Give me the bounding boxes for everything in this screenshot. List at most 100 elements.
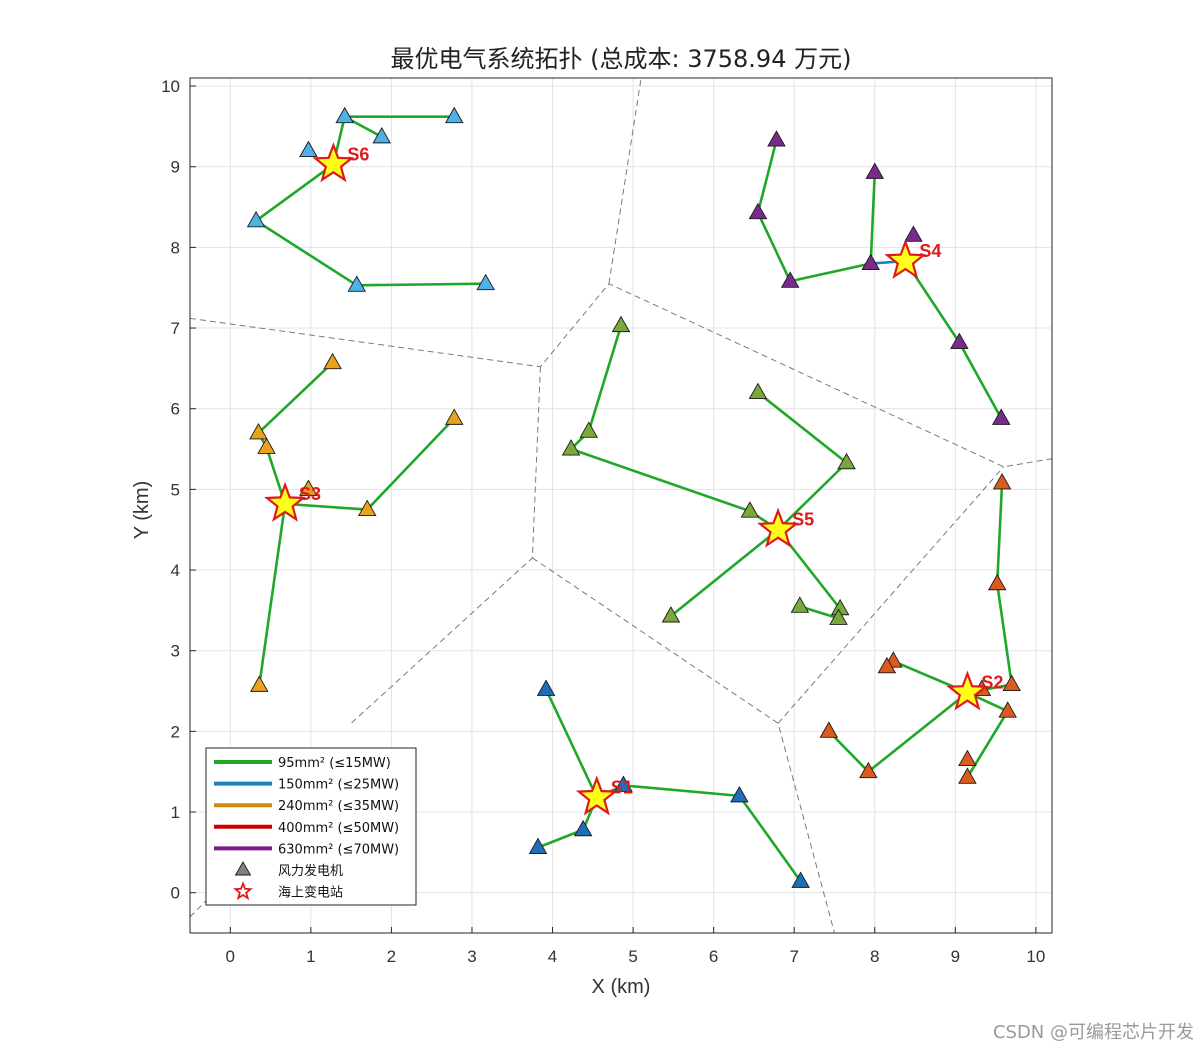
substation-label: S4 [919,241,941,261]
cable-95mm2 [827,730,870,773]
cable-95mm2 [254,219,359,287]
wind-turbine-marker [249,422,268,440]
legend-turbine-icon [234,861,252,876]
wind-turbine-marker [444,408,464,425]
legend-label: 风力发电机 [278,863,343,879]
x-tick-label: 10 [1026,947,1045,966]
cable-95mm2 [867,691,969,773]
x-tick-label: 3 [467,947,476,966]
cable-95mm2 [544,688,599,799]
cable-95mm2 [569,447,752,513]
wind-turbine-marker [357,499,377,516]
cable-95mm2 [966,709,1009,779]
wind-turbine-marker [748,202,768,220]
substation-star [264,481,307,522]
cable-95mm2 [257,361,334,435]
x-tick-label: 4 [548,947,557,966]
wind-turbine-marker [992,473,1012,490]
wind-turbine-marker [837,452,856,470]
legend-label: 400mm² (≤50MW) [278,821,399,836]
x-tick-label: 2 [387,947,396,966]
cable-95mm2 [995,481,1004,586]
legend: 95mm² (≤15MW) 150mm² (≤25MW) 240mm² (≤35MW… [205,747,417,906]
substation-label: S5 [792,510,814,530]
wind-turbine-marker [476,273,495,291]
cable-95mm2 [283,502,369,511]
legend-label: 海上变电站 [278,885,343,901]
wind-turbine-marker [323,352,342,370]
cable-95mm2 [355,282,487,287]
wind-turbine-marker [299,140,318,158]
substation-star [575,775,618,816]
voronoi-boundary [189,900,207,918]
plot-frame [189,77,1053,934]
y-tick-label: 1 [171,803,180,822]
substations: S1 S2 S3 S4 S5 S6 [264,142,1003,816]
voronoi-boundary [777,466,1005,724]
wind-turbine-marker [987,573,1007,591]
wind-turbine-marker [958,749,977,767]
y-tick-label: 8 [171,238,180,257]
y-tick-label: 3 [171,642,180,661]
wind-turbine-marker [730,785,749,803]
x-tick-label: 9 [951,947,960,966]
wind-turbine-marker [865,162,885,179]
x-tick-label: 1 [306,947,315,966]
wind-turbines [246,106,1021,888]
wind-turbine-marker [861,253,881,270]
wind-turbine-marker [950,332,969,350]
wind-turbine-marker [257,437,276,454]
substation-label: S6 [347,144,369,164]
y-axis-label: Y (km) [131,481,153,540]
substation-star [312,142,355,183]
y-tick-label: 0 [171,884,180,903]
wind-turbine-marker [579,421,599,438]
cable-95mm2 [776,461,848,531]
cable-95mm2 [756,211,792,283]
wind-turbine-marker [536,679,556,696]
legend-label: 150mm² (≤25MW) [278,778,399,793]
wind-turbine-marker [661,606,681,623]
substation-label: S3 [299,484,321,504]
y-tick-label: 10 [161,77,180,96]
wind-turbine-marker [347,275,367,292]
wind-turbine-marker [790,596,810,613]
cable-95mm2 [587,324,623,433]
watermark: CSDN @可编程芯片开发 [992,1022,1194,1043]
wind-turbine-marker [335,106,354,124]
wind-turbine-marker [573,819,593,837]
substation-label: S2 [981,673,1003,693]
cable-95mm2 [958,341,1003,420]
wind-turbine-marker [780,271,800,288]
x-tick-label: 8 [870,947,879,966]
wind-turbine-marker [748,382,768,400]
y-tick-label: 5 [171,480,180,499]
wind-turbine-marker [611,315,631,333]
substation-star [946,670,989,711]
y-tick-label: 4 [171,561,180,580]
cable-95mm2 [669,528,780,618]
wind-turbine-marker [767,130,786,147]
y-tick-label: 2 [171,722,180,741]
wind-turbine-marker [372,126,392,144]
voronoi-boundary [608,77,642,284]
cable-95mm2 [536,828,585,849]
y-tick-label: 9 [171,158,180,177]
substation-star [757,507,800,548]
voronoi-boundary [532,557,835,934]
wind-turbine-marker [859,761,878,779]
wind-turbine-marker [740,501,760,518]
cable-95mm2 [788,262,873,283]
x-tick-label: 6 [709,947,718,966]
cable-95mm2 [257,502,287,687]
substation-star [884,238,927,280]
y-tick-label: 6 [171,400,180,419]
legend-label: 95mm² (≤15MW) [278,756,391,771]
voronoi-boundaries [189,77,1053,934]
y-tick-label: 7 [171,319,180,338]
wind-turbine-marker [299,479,318,496]
cable-95mm2 [738,794,802,883]
chart-title: 最优电气系统拓扑 (总成本: 3758.94 万元) [391,45,852,73]
wind-turbine-marker [904,225,923,242]
